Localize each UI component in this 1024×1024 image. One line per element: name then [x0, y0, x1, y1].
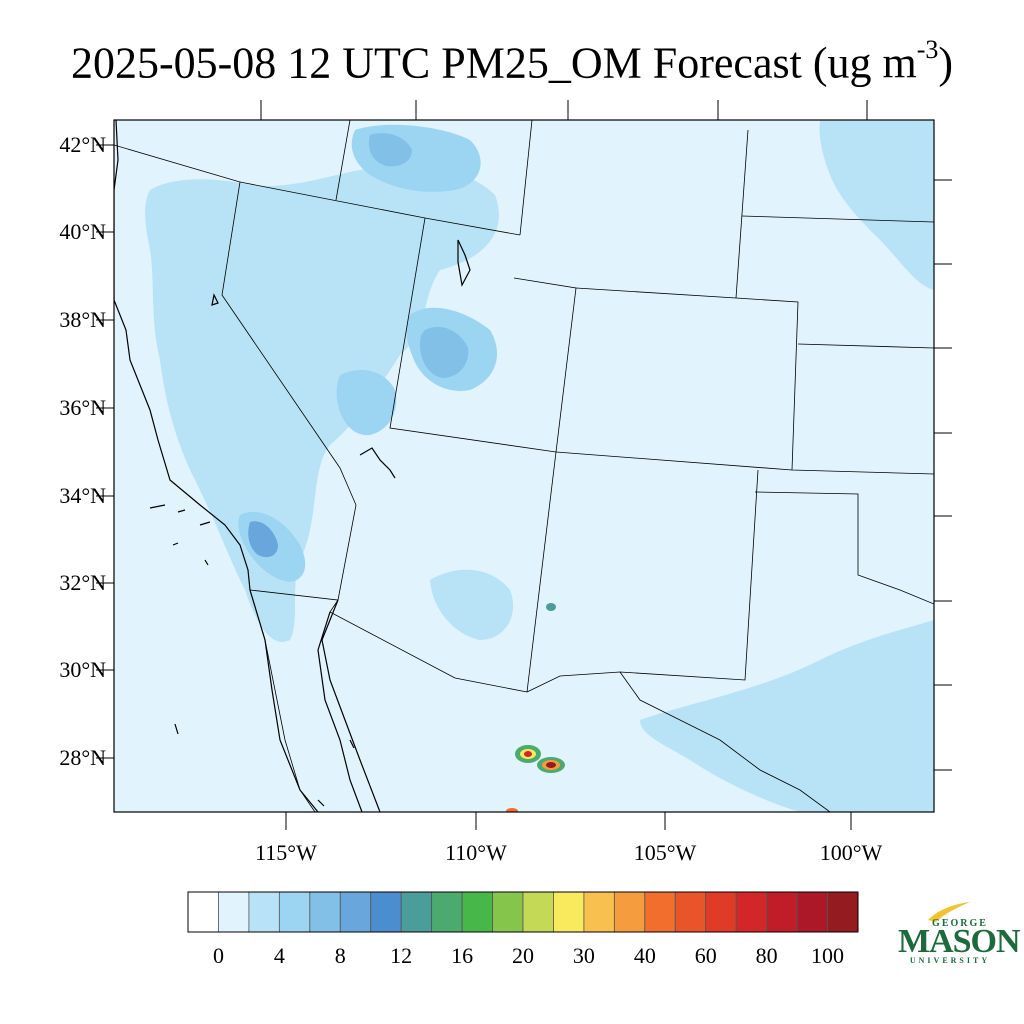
colorbar-label: 80: [756, 943, 778, 968]
latitude-labels: 42°N 40°N 38°N 36°N 34°N 32°N 30°N 28°N: [59, 132, 106, 770]
fire-hotspot-4: [506, 808, 518, 812]
border-wy-sd: [735, 129, 749, 299]
gmu-swoosh-icon: [928, 902, 970, 922]
colorbar-label: 30: [573, 943, 595, 968]
border-or-ca-nv: [114, 144, 357, 506]
colorbar-swatch: [705, 891, 737, 933]
border-rio-grande: [619, 671, 831, 812]
field-contour-idaho-core: [368, 133, 412, 167]
lake-mead: [359, 447, 396, 479]
colorbar-label: 12: [390, 943, 412, 968]
gmu-logo-mason: MASON: [898, 923, 1021, 960]
lon-label: 105°W: [634, 840, 697, 865]
colorbar-swatch: [187, 891, 219, 933]
lat-label: 36°N: [59, 395, 106, 420]
lon-label: 100°W: [820, 840, 883, 865]
lat-label: 42°N: [59, 132, 106, 157]
field-contour-west: [145, 166, 499, 642]
lat-label: 32°N: [59, 570, 106, 595]
colorbar-swatch: [278, 891, 311, 933]
great-salt-lake: [457, 239, 471, 287]
border-ne-ks-co: [575, 287, 799, 471]
colorbar-swatch: [461, 891, 493, 933]
border-us-mexico: [329, 599, 528, 693]
colorbar-label: 100: [811, 943, 844, 968]
colorbar-swatch: [674, 891, 707, 933]
colorbar-label: 40: [634, 943, 656, 968]
colorbar-swatch: [339, 891, 372, 933]
map-title: 2025-05-08 12 UTC PM25_OM Forecast (ug m…: [0, 26, 1024, 92]
channel-islands: [149, 504, 211, 566]
border-ks-ok: [797, 343, 934, 349]
border-tx-panhandle: [754, 491, 934, 605]
colorbar-swatch: [248, 891, 280, 933]
colorbar-label: 16: [451, 943, 473, 968]
colorbar-swatch: [431, 891, 463, 933]
gmu-logo-university: UNIVERSITY: [909, 956, 991, 965]
baja-islands: [174, 723, 355, 807]
colorbar-swatch: [370, 891, 402, 933]
fire-hotspot-1: [515, 745, 541, 763]
colorbar-swatch: [309, 891, 341, 933]
map-frame: [113, 119, 935, 813]
border-ne-sd: [741, 215, 934, 223]
colorbar-swatch: [796, 891, 828, 933]
colorbar-label: 4: [274, 943, 285, 968]
colorbar-swatch: [492, 891, 524, 933]
lon-label: 110°W: [445, 840, 507, 865]
gmu-logo: GEORGE MASON UNIVERSITY: [898, 898, 1021, 968]
colorbar-swatch: [827, 891, 859, 933]
colorbar-swatch: [583, 891, 615, 933]
border-id-wy: [335, 120, 351, 201]
gmu-logo-george: GEORGE: [932, 918, 988, 929]
title-text: 2025-05-08 12 UTC PM25_OM Forecast (ug m: [70, 38, 917, 88]
fire-hotspot-2: [537, 757, 565, 773]
border-ut-az: [389, 217, 557, 453]
colorbar: 0 4 8 12 16 20 30 40 60 80 100: [187, 891, 859, 968]
colorbar-swatch: [400, 891, 433, 933]
title-superscript: -3: [916, 35, 939, 64]
field-contour-coast-core: [248, 521, 278, 558]
field-contour-northeast: [819, 120, 934, 290]
lat-label: 30°N: [59, 657, 106, 682]
lat-label: 34°N: [59, 483, 106, 508]
border-wy-co: [519, 120, 533, 236]
colorbar-label: 0: [213, 943, 224, 968]
baja-west-coast: [317, 611, 363, 812]
colorbar-swatch: [644, 891, 676, 933]
axis-ticks: [96, 100, 952, 830]
lat-label: 40°N: [59, 219, 106, 244]
border-az-nm: [526, 451, 557, 693]
colorbar-label: 60: [695, 943, 717, 968]
concentration-field: [145, 120, 934, 812]
map-panel: 42°N40°N38°N36°N34°N32°N30°N28°N 115°W 11…: [59, 100, 952, 865]
colorbar-frame: [187, 891, 859, 933]
colorbar-swatch: [553, 891, 585, 933]
field-contour-utah-core: [420, 326, 469, 378]
colorbar-swatch: [613, 891, 646, 933]
fire-hotspot-3: [546, 603, 556, 611]
title-close-paren: ): [938, 38, 954, 88]
field-contour-arizona: [336, 370, 397, 436]
lat-label: 38°N: [59, 307, 106, 332]
colorbar-swatch: [735, 891, 768, 933]
colorbar-swatch: [766, 891, 798, 933]
colorbar-swatch: [522, 891, 554, 933]
colorbar-swatch: [218, 891, 250, 933]
gulf-of-california: [321, 599, 381, 812]
colorbar-boxes: [187, 891, 859, 933]
field-contour-mexico: [430, 569, 514, 640]
lake-tahoe: [211, 293, 219, 306]
longitude-labels: 115°W 110°W 105°W 100°W: [255, 840, 882, 865]
field-contour-texas: [640, 620, 934, 812]
colorbar-label: 20: [512, 943, 534, 968]
pacific-coast: [114, 120, 319, 812]
lat-label: 28°N: [59, 745, 106, 770]
coastlines: [114, 120, 471, 812]
colorbar-labels: 0 4 8 12 16 20 30 40 60 80 100: [213, 943, 844, 968]
lon-label: 115°W: [255, 840, 317, 865]
colorbar-label: 8: [335, 943, 346, 968]
